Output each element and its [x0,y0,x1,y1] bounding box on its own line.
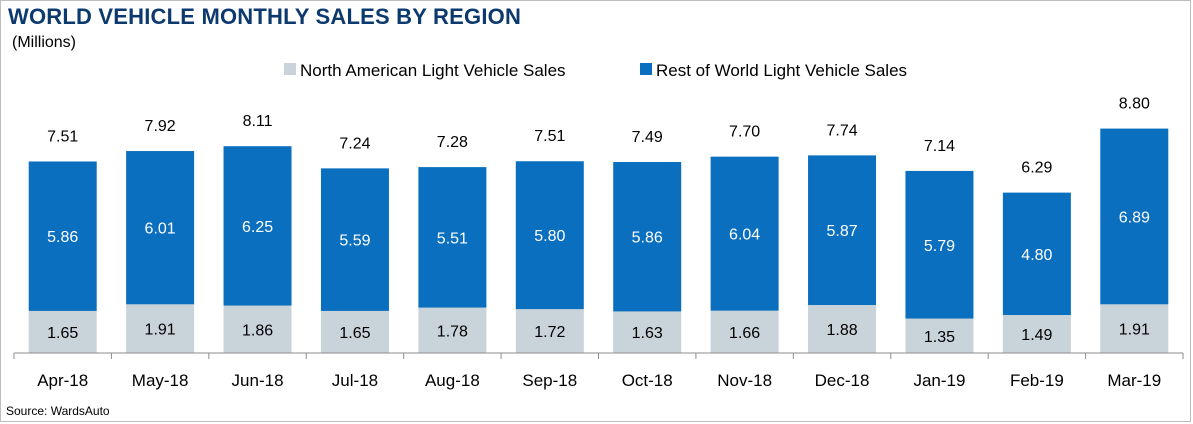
x-tick-label: Dec-18 [815,371,870,390]
bars-group: 1.65 5.86 7.51 1.91 6.01 7.92 1.86 6.25 8.11 1.65… [28,96,1169,353]
data-label-north-american: 1.65 [47,325,78,342]
data-label-north-american: 1.72 [534,324,565,341]
bar-north-american-Dec-18 [808,305,877,353]
chart-subtitle: (Millions) [12,34,76,51]
data-label-north-american: 1.65 [339,325,370,342]
data-label-total: 7.74 [826,122,857,139]
x-tick-label: Aug-18 [425,371,480,390]
bar-north-american-Jul-18 [320,310,389,353]
data-label-north-american: 1.49 [1021,327,1052,344]
bar-rest-of-world-Jun-18 [223,146,292,306]
data-label-north-american: 1.63 [632,325,663,342]
data-label-total: 7.92 [145,118,176,135]
data-label-rest-of-world: 6.01 [145,221,176,238]
legend-swatch-rest-of-world [640,63,652,75]
data-label-north-american: 1.88 [826,322,857,339]
data-label-rest-of-world: 5.80 [534,228,565,245]
bar-rest-of-world-Apr-18 [28,161,97,311]
data-label-total: 7.51 [534,128,565,145]
data-label-total: 7.14 [924,138,955,155]
bar-rest-of-world-Nov-18 [710,156,779,311]
data-label-rest-of-world: 5.86 [47,229,78,246]
legend-label-north-american: North American Light Vehicle Sales [300,61,566,80]
bar-rest-of-world-Jan-19 [905,170,974,319]
x-tick-label: Jun-18 [232,371,284,390]
data-label-north-american: 1.86 [242,322,273,339]
x-tick-label: Feb-19 [1010,371,1064,390]
x-tick-label: Sep-18 [522,371,577,390]
x-tick-label: Jul-18 [332,371,378,390]
bar-north-american-Feb-19 [1002,315,1071,353]
data-label-rest-of-world: 5.86 [632,230,663,247]
data-label-total: 7.28 [437,134,468,151]
data-label-north-american: 1.66 [729,325,760,342]
legend: North American Light Vehicle Sales Rest o… [284,61,907,80]
bar-north-american-Oct-18 [613,311,682,353]
source-note: Source: WardsAuto [6,404,110,418]
bar-north-american-Aug-18 [418,307,487,353]
bar-north-american-Jan-19 [905,318,974,353]
bar-north-american-May-18 [126,304,195,353]
data-label-rest-of-world: 5.87 [826,223,857,240]
bar-rest-of-world-Dec-18 [808,155,877,306]
data-label-north-american: 1.91 [145,322,176,339]
chart-title: WORLD VEHICLE MONTHLY SALES BY REGION [8,4,522,29]
data-label-north-american: 1.78 [437,323,468,340]
x-tick-label: Oct-18 [622,371,673,390]
bar-rest-of-world-May-18 [126,151,195,305]
bar-north-american-Sep-18 [515,309,584,353]
x-axis: Apr-18 May-18 Jun-18 Jul-18 Aug-18 Sep-18 Oct-… [13,352,1184,390]
data-label-rest-of-world: 6.89 [1119,209,1150,226]
x-tick-label: May-18 [132,371,189,390]
bar-north-american-Mar-19 [1100,304,1169,353]
data-label-total: 7.49 [632,129,663,146]
bar-rest-of-world-Feb-19 [1002,192,1071,316]
data-label-total: 7.51 [47,128,78,145]
data-label-total: 7.24 [339,135,370,152]
data-label-total: 8.11 [243,113,273,130]
legend-swatch-north-american [284,63,296,75]
bar-rest-of-world-Mar-19 [1100,128,1169,305]
legend-label-rest-of-world: Rest of World Light Vehicle Sales [656,61,907,80]
bar-north-american-Jun-18 [223,305,292,353]
bar-rest-of-world-Aug-18 [418,167,487,308]
bar-north-american-Nov-18 [710,310,779,353]
data-label-rest-of-world: 4.80 [1021,247,1052,264]
data-label-total: 8.80 [1119,96,1150,113]
data-label-total: 6.29 [1021,160,1052,177]
data-label-rest-of-world: 6.25 [242,219,273,236]
data-label-north-american: 1.35 [924,329,955,346]
data-label-total: 7.70 [729,124,760,141]
data-label-rest-of-world: 6.04 [729,227,760,244]
bar-north-american-Apr-18 [28,310,97,353]
x-tick-label: Jan-19 [913,371,965,390]
data-label-north-american: 1.91 [1119,322,1150,339]
bar-rest-of-world-Jul-18 [320,168,389,311]
x-tick-label: Nov-18 [717,371,772,390]
x-tick-label: Apr-18 [37,371,88,390]
data-label-rest-of-world: 5.59 [339,233,370,250]
bar-rest-of-world-Oct-18 [613,162,682,312]
bar-rest-of-world-Sep-18 [515,161,584,310]
data-label-rest-of-world: 5.79 [924,238,955,255]
data-label-rest-of-world: 5.51 [437,230,468,247]
x-tick-label: Mar-19 [1107,371,1161,390]
